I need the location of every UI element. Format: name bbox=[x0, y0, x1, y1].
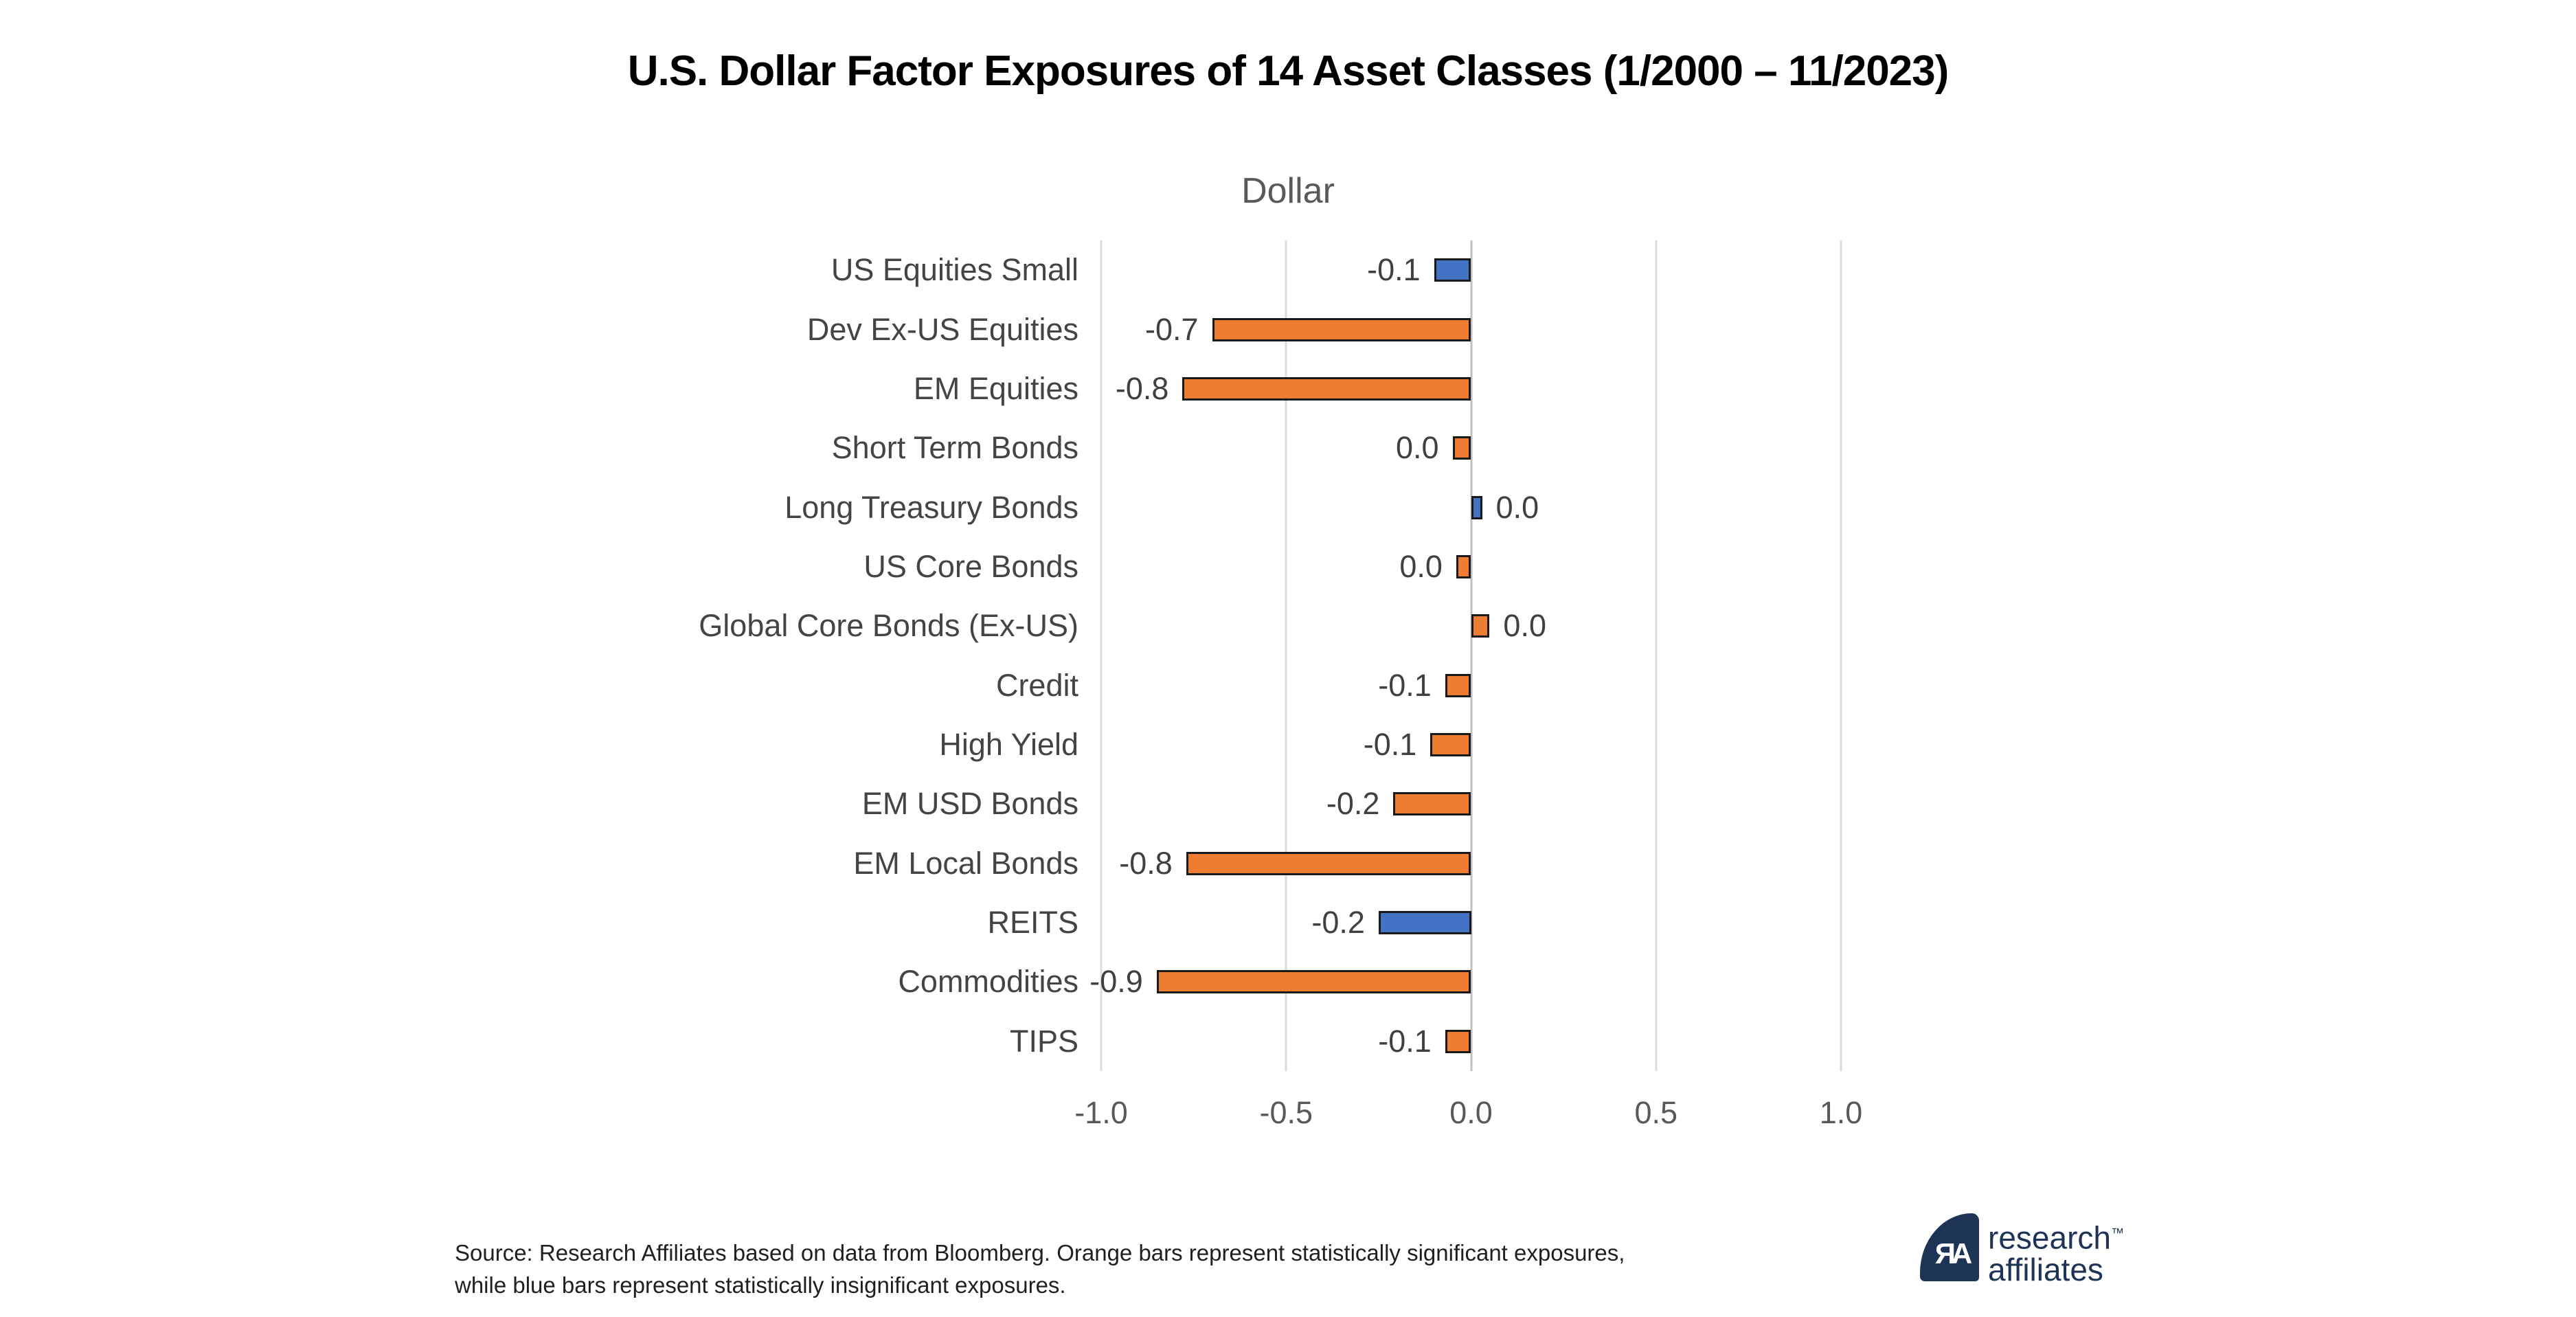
ra-logo-line-2: affiliates bbox=[1988, 1252, 2103, 1288]
footer-source-note: Source: Research Affiliates based on dat… bbox=[455, 1237, 1625, 1301]
plot-area: -1.0 -0.5 0.0 0.5 1.0 -0.1 -0.7 -0.8 0.0 0.0 0.0 0.… bbox=[1074, 240, 1862, 1130]
category-label: US Equities Small bbox=[831, 252, 1078, 288]
category-label: Long Treasury Bonds bbox=[784, 489, 1078, 525]
value-label: -0.1 bbox=[1363, 727, 1417, 763]
category-label: Global Core Bonds (Ex-US) bbox=[699, 608, 1078, 644]
bar-significant bbox=[1393, 792, 1471, 816]
ra-logo-badge: ЯA bbox=[1920, 1213, 1979, 1281]
gridline-0.0 bbox=[1470, 240, 1472, 1071]
bar-significant bbox=[1445, 1029, 1471, 1053]
category-label: High Yield bbox=[939, 727, 1078, 763]
category-label: Dev Ex-US Equities bbox=[806, 311, 1078, 347]
bar-insignificant bbox=[1378, 911, 1471, 935]
value-label: -0.8 bbox=[1115, 370, 1169, 406]
category-label: EM USD Bonds bbox=[861, 786, 1078, 822]
category-label: US Core Bonds bbox=[863, 548, 1078, 584]
x-tick-label-0.0: 0.0 bbox=[1449, 1095, 1493, 1130]
chart-subtitle: Dollar bbox=[1241, 171, 1335, 211]
x-tick-label--0.5: -0.5 bbox=[1259, 1095, 1313, 1130]
footer-source-line-2: while blue bars represent statistically … bbox=[455, 1272, 1066, 1298]
bar-significant bbox=[1452, 436, 1471, 460]
bar-significant bbox=[1456, 554, 1471, 578]
value-label: -0.1 bbox=[1367, 252, 1421, 288]
category-label: Credit bbox=[995, 667, 1078, 703]
value-label: -0.2 bbox=[1311, 905, 1365, 941]
ra-logo-line-1: research™ bbox=[1988, 1219, 2124, 1256]
value-label: -0.8 bbox=[1119, 845, 1173, 881]
bar-insignificant bbox=[1434, 258, 1471, 282]
value-label: -0.2 bbox=[1326, 786, 1380, 822]
bar-significant bbox=[1156, 970, 1471, 994]
x-tick-label-1.0: 1.0 bbox=[1819, 1095, 1863, 1130]
value-label: -0.7 bbox=[1145, 311, 1199, 347]
category-label: Short Term Bonds bbox=[831, 430, 1078, 466]
x-tick-label--1.0: -1.0 bbox=[1074, 1095, 1128, 1130]
bar-significant bbox=[1445, 673, 1471, 697]
category-axis: US Equities Small Dev Ex-US Equities EM Eq… bbox=[0, 240, 1078, 1071]
value-label: -0.1 bbox=[1378, 667, 1432, 703]
category-label: EM Local Bonds bbox=[853, 845, 1078, 881]
bar-significant bbox=[1182, 376, 1471, 401]
category-label: REITS bbox=[987, 905, 1078, 941]
bar-significant bbox=[1212, 317, 1471, 341]
gridline-0.5 bbox=[1655, 240, 1658, 1071]
gridline--0.5 bbox=[1285, 240, 1287, 1071]
footer-source-line-1: Source: Research Affiliates based on dat… bbox=[455, 1240, 1625, 1265]
ra-monogram-icon: ЯA bbox=[1934, 1237, 1972, 1270]
value-label: -0.1 bbox=[1378, 1023, 1432, 1059]
chart-title: U.S. Dollar Factor Exposures of 14 Asset… bbox=[627, 47, 1950, 95]
bar-significant bbox=[1186, 851, 1471, 875]
value-label: 0.0 bbox=[1495, 489, 1539, 525]
x-tick-label-0.5: 0.5 bbox=[1634, 1095, 1678, 1130]
trademark-icon: ™ bbox=[2110, 1226, 2124, 1241]
category-label: Commodities bbox=[898, 964, 1078, 1000]
bar-insignificant bbox=[1471, 495, 1482, 519]
value-label: 0.0 bbox=[1396, 430, 1439, 466]
category-label: TIPS bbox=[1009, 1023, 1078, 1059]
gridline--1.0 bbox=[1100, 240, 1103, 1071]
bar-significant bbox=[1471, 614, 1490, 638]
ra-logo-wordmark: research™ affiliates bbox=[1988, 1217, 2124, 1286]
bar-significant bbox=[1430, 733, 1471, 757]
gridline-1.0 bbox=[1840, 240, 1842, 1071]
value-label: 0.0 bbox=[1503, 608, 1546, 644]
value-label: 0.0 bbox=[1399, 548, 1443, 584]
category-label: EM Equities bbox=[913, 370, 1078, 406]
value-label: -0.9 bbox=[1089, 964, 1143, 1000]
